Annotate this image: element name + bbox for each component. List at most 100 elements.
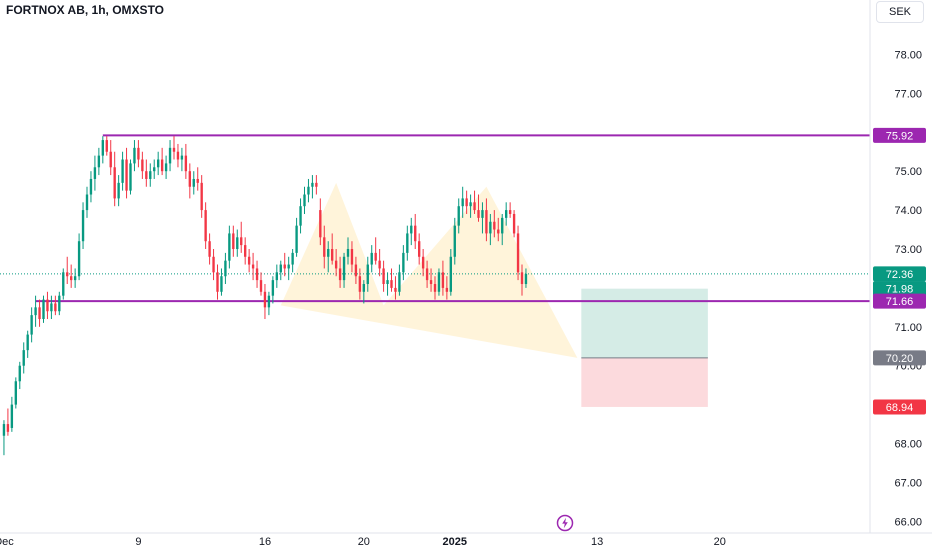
candle (410, 217, 413, 246)
candle (441, 260, 445, 296)
candle (81, 202, 85, 249)
y-tick-label: 67.00 (894, 477, 922, 489)
price-label-text: 71.98 (886, 284, 914, 296)
candle (192, 171, 195, 195)
candle (18, 361, 21, 390)
x-tick-label: Dec (0, 536, 14, 548)
y-tick-label: 77.00 (894, 88, 922, 100)
candle (69, 264, 73, 288)
price-label-level: 71.66 (873, 293, 926, 309)
currency-button[interactable]: SEK (876, 1, 924, 23)
candle (461, 186, 464, 218)
x-tick-label: 9 (135, 536, 141, 548)
candle (457, 198, 460, 234)
candle (445, 276, 449, 300)
candle (374, 237, 377, 265)
x-tick-label: 13 (591, 536, 603, 548)
price-label-text: 75.92 (886, 130, 914, 142)
candle (417, 233, 421, 265)
candle (291, 248, 294, 273)
pattern-shape[interactable] (280, 182, 578, 358)
candle (255, 260, 259, 288)
candle (77, 233, 81, 281)
candle (311, 175, 314, 199)
position-zones (581, 288, 708, 407)
candle (362, 280, 366, 304)
candle (287, 256, 290, 281)
candle (323, 225, 326, 269)
candle (390, 268, 393, 292)
time-axis[interactable]: Dec 9 16 20 2025 13 20 (0, 536, 726, 548)
candle (512, 210, 516, 238)
candle (421, 248, 425, 277)
price-label-entry: 70.20 (873, 350, 926, 366)
stop-zone[interactable] (581, 357, 708, 407)
candle (394, 276, 397, 300)
candle (354, 256, 358, 285)
candle (66, 256, 69, 285)
candle (117, 175, 120, 207)
candle (279, 260, 282, 281)
candle (30, 307, 33, 343)
candle (216, 264, 219, 300)
candle (370, 245, 373, 273)
candle (516, 225, 520, 281)
candle (240, 221, 243, 253)
candle (330, 233, 334, 265)
candle (236, 229, 239, 257)
candle (145, 159, 148, 187)
symbol-title[interactable]: FORTNOX AB, 1h, OMXSTO (6, 3, 165, 17)
candle (299, 198, 302, 234)
candle (493, 210, 496, 238)
price-label-stop: 68.94 (873, 399, 926, 415)
price-label-text: 68.94 (886, 402, 914, 414)
candle (141, 151, 144, 179)
candle (501, 213, 504, 246)
candle (453, 217, 456, 265)
candle (477, 194, 480, 222)
candle (350, 241, 354, 273)
lightning-icon[interactable] (556, 514, 574, 532)
price-label-target: 72.36 (873, 266, 926, 282)
candle (180, 147, 184, 172)
candle (85, 186, 89, 218)
candle (378, 248, 381, 277)
candle (196, 167, 199, 191)
candle (469, 194, 472, 218)
candles (2, 136, 528, 456)
candle (34, 295, 37, 327)
candle (220, 268, 223, 296)
candle (259, 272, 263, 296)
candle (113, 151, 116, 207)
candle (465, 190, 468, 214)
price-axis[interactable]: 66.0067.0068.0069.0070.0071.0072.0073.00… (894, 11, 922, 529)
candle (149, 163, 152, 187)
x-tick-label: 20 (358, 536, 370, 548)
candle (524, 268, 528, 288)
x-tick-label: 16 (259, 536, 271, 548)
candle (437, 268, 441, 296)
candle (271, 276, 275, 304)
candle (212, 248, 215, 281)
x-tick-label: 2025 (443, 536, 467, 548)
candle (129, 159, 132, 195)
candle (164, 155, 168, 179)
y-tick-label: 74.00 (894, 205, 922, 217)
y-tick-label: 71.00 (894, 322, 922, 334)
y-tick-label: 66.00 (894, 516, 922, 528)
candle (386, 272, 389, 296)
target-zone[interactable] (581, 288, 708, 358)
candle (263, 284, 267, 320)
candle (188, 163, 192, 199)
price-label-text: 71.66 (886, 296, 914, 308)
candle (398, 264, 401, 296)
candle (14, 377, 18, 409)
x-tick-label: 20 (714, 536, 726, 548)
candle (307, 178, 310, 203)
candle (184, 143, 188, 179)
candle (334, 248, 338, 277)
candle (382, 260, 385, 292)
candle (433, 276, 437, 300)
